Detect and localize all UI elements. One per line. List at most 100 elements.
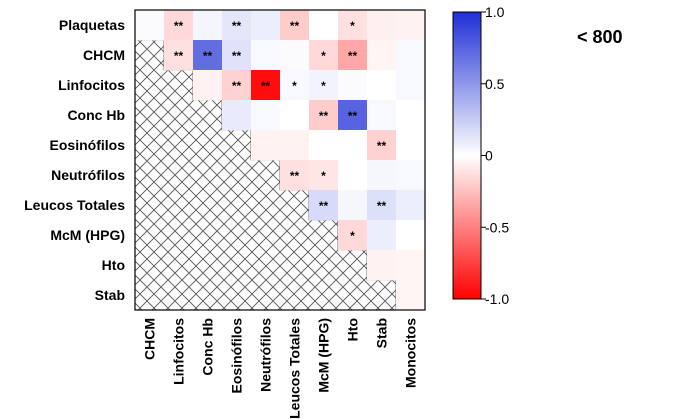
significance-mark: ** — [232, 19, 242, 33]
heatmap-cell — [135, 10, 165, 41]
heatmap-cell — [396, 280, 426, 311]
column-label: Monocitos — [403, 318, 419, 388]
heatmap-cell — [251, 10, 281, 41]
column-label: Leucos Totales — [287, 318, 303, 419]
heatmap-cell — [338, 40, 368, 71]
colorbar-tick-label: -0.5 — [485, 219, 509, 235]
column-label: Neutrófilos — [258, 318, 274, 392]
significance-mark: ** — [203, 49, 213, 63]
heatmap-cell — [367, 160, 397, 191]
heatmap-cell — [222, 100, 252, 131]
heatmap-cell — [367, 40, 397, 71]
row-label: Neutrófilos — [51, 167, 125, 183]
heatmap-cell — [367, 130, 397, 161]
heatmap-cell — [251, 100, 281, 131]
column-labels: CHCM Linfocitos Conc Hb Eosinófilos Neutrófi… — [142, 318, 419, 419]
significance-mark: * — [321, 49, 326, 63]
heatmap-cell — [251, 40, 281, 71]
plot-frame — [134, 9, 426, 311]
column-label: Stab — [374, 318, 390, 348]
significance-mark: ** — [174, 19, 184, 33]
heatmap-cell — [309, 190, 339, 221]
heatmap-cell — [222, 70, 252, 101]
colorbar-tick-label: 1.0 — [485, 4, 505, 20]
colorbar-tick-label: 0.5 — [485, 76, 505, 92]
heatmap-cell — [338, 190, 368, 221]
heatmap-cell — [367, 190, 397, 221]
heatmap-cell — [222, 40, 252, 71]
heatmap-cell — [280, 100, 310, 131]
heatmap-cell — [193, 10, 223, 41]
heatmap-cell — [338, 70, 368, 101]
column-label: Hto — [345, 318, 361, 341]
heatmap-cell — [280, 130, 310, 161]
colorbar-ticks: 1.0 0.5 0 -0.5 -1.0 — [481, 4, 509, 307]
row-label: Stab — [95, 287, 125, 303]
row-label: Leucos Totales — [24, 197, 125, 213]
significance-mark: ** — [290, 19, 300, 33]
row-label: McM (HPG) — [50, 227, 125, 243]
heatmap-cell — [222, 10, 252, 41]
significance-mark: ** — [290, 169, 300, 183]
heatmap-cell — [396, 160, 426, 191]
heatmap-cell — [396, 220, 426, 251]
heatmap-cell — [251, 130, 281, 161]
significance-mark: * — [321, 79, 326, 93]
significance-mark: ** — [377, 139, 387, 153]
row-label: Conc Hb — [67, 107, 125, 123]
colorbar — [452, 11, 482, 300]
heatmap-cell — [338, 10, 368, 41]
column-label: Linfocitos — [171, 318, 187, 385]
colorbar-tick-label: -1.0 — [485, 291, 509, 307]
row-label: Hto — [102, 257, 125, 273]
significance-mark: ** — [232, 79, 242, 93]
significance-mark: * — [321, 169, 326, 183]
significance-mark: ** — [319, 199, 329, 213]
heatmap-cell — [193, 40, 223, 71]
heatmap-cell — [309, 100, 339, 131]
row-label: Linfocitos — [58, 77, 125, 93]
row-label: CHCM — [83, 47, 125, 63]
heatmap-cell — [193, 70, 223, 101]
significance-mark: * — [292, 79, 297, 93]
heatmap-cell — [280, 160, 310, 191]
heatmap-cell — [367, 70, 397, 101]
column-label: Eosinófilos — [229, 318, 245, 394]
significance-mark: * — [350, 229, 355, 243]
heatmap-cell — [164, 10, 194, 41]
heatmap-cell — [396, 70, 426, 101]
column-label: CHCM — [142, 318, 158, 360]
heatmap-cell — [280, 40, 310, 71]
row-labels: Plaquetas CHCM Linfocitos Conc Hb Eosinófilo… — [24, 17, 125, 303]
row-label: Plaquetas — [59, 17, 125, 33]
heatmap-cell — [338, 220, 368, 251]
heatmap-cell — [251, 70, 281, 101]
significance-mark: ** — [232, 49, 242, 63]
heatmap-cell — [164, 40, 194, 71]
heatmap-cell — [367, 220, 397, 251]
significance-mark: ** — [319, 109, 329, 123]
heatmap-cell — [396, 130, 426, 161]
heatmap-cell — [367, 100, 397, 131]
significance-mark: * — [350, 19, 355, 33]
row-label: Eosinófilos — [50, 137, 126, 153]
heatmap-cells — [135, 10, 426, 311]
significance-marks: ** ** ** *** ** ** * **** ** * *** ****** *** *** — [174, 19, 387, 243]
heatmap-cell — [309, 10, 339, 41]
heatmap-cell — [338, 160, 368, 191]
heatmap-cell — [309, 40, 339, 71]
column-label: Conc Hb — [200, 318, 216, 376]
heatmap-cell — [396, 250, 426, 281]
heatmap-cell — [396, 190, 426, 221]
subtitle: < 800 — [577, 27, 623, 47]
significance-mark: ** — [348, 49, 358, 63]
heatmap-cell — [396, 100, 426, 131]
significance-mark: ** — [377, 199, 387, 213]
significance-mark: ** — [261, 79, 271, 93]
heatmap-cell — [309, 160, 339, 191]
significance-mark: ** — [348, 109, 358, 123]
heatmap-cell — [396, 40, 426, 71]
heatmap-cell — [396, 10, 426, 41]
heatmap-cell — [309, 70, 339, 101]
